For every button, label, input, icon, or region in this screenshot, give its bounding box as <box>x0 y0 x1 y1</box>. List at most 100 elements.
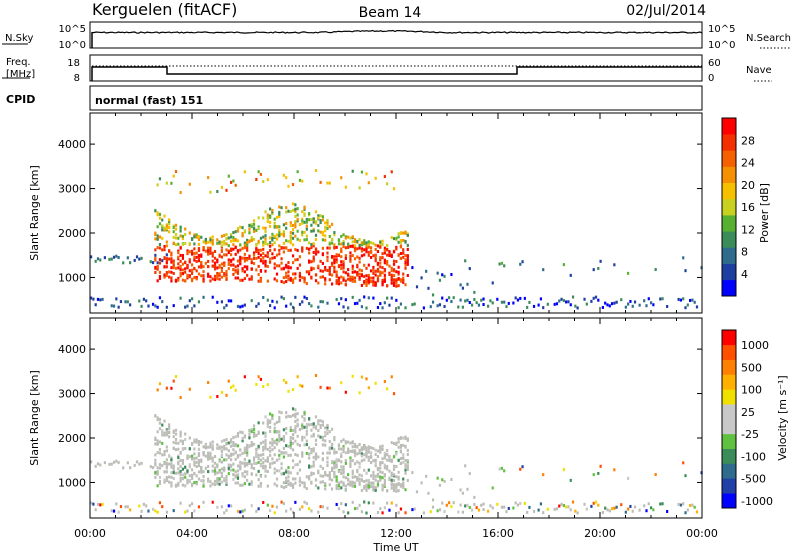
velocity-cell <box>390 441 393 445</box>
power-cell <box>181 272 184 276</box>
power-cell <box>207 252 210 256</box>
power-cell <box>337 265 341 269</box>
velocity-cell <box>372 470 375 474</box>
velocity-cell <box>126 461 129 465</box>
velocity-cell <box>271 441 274 445</box>
velocity-cell <box>395 450 398 454</box>
velocity-cell <box>168 480 171 484</box>
velocity-cell <box>154 462 157 466</box>
power-cell <box>250 258 253 262</box>
power-cell <box>597 266 600 270</box>
velocity-cell <box>291 485 295 489</box>
power-cell <box>677 297 680 301</box>
velocity-cell <box>262 500 265 504</box>
power-cell <box>186 304 189 308</box>
velocity-cell <box>383 483 386 487</box>
velocity-cell <box>181 439 184 443</box>
velocity-cell <box>379 450 382 454</box>
velocity-cell <box>289 453 292 457</box>
velocity-cell <box>223 511 226 515</box>
power-cell <box>273 262 276 266</box>
power-cell <box>264 234 267 238</box>
velocity-cell <box>163 478 166 482</box>
velocity-cell <box>386 489 389 493</box>
power-cell <box>324 265 327 269</box>
velocity-cell <box>365 471 368 475</box>
power-cell <box>184 242 187 246</box>
power-cell <box>177 262 180 266</box>
velocity-cell <box>246 445 249 449</box>
power-cell <box>367 242 370 246</box>
power-cell <box>115 254 118 258</box>
power-cell <box>200 274 203 278</box>
velocity-cell <box>273 471 276 475</box>
velocity-cell <box>353 475 357 479</box>
velocity-cell <box>285 468 288 472</box>
power-cell <box>347 268 350 272</box>
velocity-cell <box>475 506 478 510</box>
velocity-cell <box>326 428 329 432</box>
velocity-cell <box>312 455 315 459</box>
velocity-cell <box>356 468 359 472</box>
power-cell <box>438 278 442 282</box>
velocity-cell <box>259 482 263 486</box>
power-cell <box>594 295 598 299</box>
power-cell <box>298 302 302 306</box>
velocity-cell <box>135 460 139 464</box>
power-cell <box>335 253 338 257</box>
power-cell <box>207 274 210 278</box>
velocity-cell <box>179 451 182 455</box>
power-cell <box>165 305 168 309</box>
velocity-cell <box>190 473 194 477</box>
velocity-cell <box>94 508 97 512</box>
velocity-cell <box>360 375 364 379</box>
velocity-cell <box>216 505 219 509</box>
power-cell <box>392 283 396 287</box>
velocity-cell <box>296 422 299 426</box>
velocity-cell <box>211 459 214 463</box>
velocity-cell <box>308 475 311 479</box>
velocity-cell <box>285 479 288 483</box>
velocity-cell <box>177 447 180 451</box>
velocity-cell <box>156 416 159 420</box>
power-cell <box>197 265 201 269</box>
power-cell <box>647 297 650 301</box>
power-cell <box>363 239 366 243</box>
velocity-cell <box>285 381 288 385</box>
velocity-cell <box>161 433 164 437</box>
power-cell <box>216 300 219 304</box>
power-cell <box>379 240 382 244</box>
power-cell <box>340 176 343 180</box>
colorbar-swatch <box>722 150 736 167</box>
power-cell <box>200 263 203 267</box>
power-cell <box>298 178 302 182</box>
power-cell <box>250 261 253 265</box>
power-cell <box>314 273 318 277</box>
velocity-cell <box>592 473 595 477</box>
power-cell <box>610 302 614 306</box>
power-cell <box>257 239 260 243</box>
power-cell <box>156 246 159 250</box>
power-cell <box>269 224 272 228</box>
power-cell <box>255 243 258 247</box>
velocity-cell <box>358 451 361 455</box>
power-cell <box>154 257 157 261</box>
velocity-cell <box>227 456 230 460</box>
velocity-cell <box>223 468 226 472</box>
colorbar-swatch <box>722 231 736 248</box>
velocity-cell <box>349 483 352 487</box>
power-cell <box>340 266 343 270</box>
power-cell <box>317 250 320 254</box>
power-cell <box>282 232 285 236</box>
power-cell <box>489 299 492 303</box>
velocity-cell <box>374 462 377 466</box>
velocity-cell <box>172 469 175 473</box>
nsky-tick-top: 10^5 <box>59 24 86 35</box>
velocity-cell <box>190 454 194 458</box>
velocity-cell <box>363 458 366 462</box>
power-cell <box>282 267 285 271</box>
colorbar-tick-label: 16 <box>741 201 755 214</box>
velocity-cell <box>305 439 308 443</box>
nsearch-tick-top: 10^5 <box>708 24 735 35</box>
power-cell <box>298 263 302 267</box>
